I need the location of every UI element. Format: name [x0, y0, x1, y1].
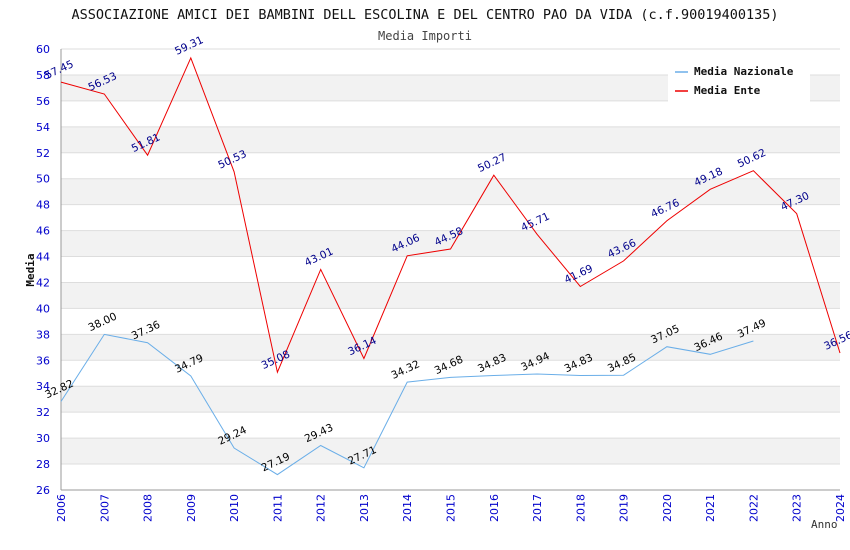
y-tick-label: 54 — [36, 121, 50, 134]
y-tick-label: 52 — [36, 147, 50, 160]
grid-lines — [61, 48, 840, 491]
y-tick-label: 38 — [36, 328, 50, 341]
series-line-media-ente — [60, 56, 841, 374]
y-tick-label: 26 — [36, 484, 50, 497]
x-tick-label: 2015 — [445, 494, 458, 522]
y-tick-labels: 26 28 30 32 34 36 38 40 42 44 46 48 50 52 54 56 58 60 — [36, 43, 50, 497]
x-tick-label: 2019 — [618, 494, 631, 522]
x-tick-label: 2008 — [142, 494, 155, 522]
x-tick-label: 2007 — [98, 494, 111, 522]
grid-band — [61, 126, 840, 153]
x-tick-label: 2012 — [315, 494, 328, 522]
y-tick-label: 60 — [36, 43, 50, 56]
x-tick-label: 2020 — [661, 494, 674, 522]
series-line-media-nazionale — [60, 333, 754, 476]
grid-band — [61, 438, 840, 465]
y-axis-label: Media — [24, 253, 37, 286]
grid-band — [61, 178, 840, 205]
y-tick-label: 56 — [36, 95, 50, 108]
grid-band — [61, 230, 840, 257]
x-axis-label: Anno — [811, 518, 838, 531]
y-tick-label: 44 — [36, 251, 50, 264]
data-label: 50.27 — [476, 151, 508, 175]
x-tick-label: 2023 — [791, 494, 804, 522]
y-tick-label: 50 — [36, 173, 50, 186]
x-tick-label: 2010 — [228, 494, 241, 522]
y-tick-label: 32 — [36, 406, 50, 419]
data-label: 59.31 — [173, 34, 205, 58]
y-tick-label: 40 — [36, 302, 50, 315]
legend-label-media-ente: Media Ente — [694, 84, 761, 97]
y-tick-label: 48 — [36, 199, 50, 212]
data-label: 34.32 — [389, 358, 421, 382]
grid-bands — [61, 74, 840, 465]
x-tick-label: 2022 — [747, 494, 760, 522]
chart-subtitle: Media Importi — [378, 29, 472, 43]
y-tick-label: 58 — [36, 69, 50, 82]
chart-title: ASSOCIAZIONE AMICI DEI BAMBINI DELL ESCO… — [71, 7, 778, 23]
y-tick-label: 46 — [36, 225, 50, 238]
x-tick-label: 2021 — [704, 494, 717, 522]
x-tick-label: 2017 — [531, 494, 544, 522]
x-tick-label: 2014 — [401, 494, 414, 522]
grid-band — [61, 282, 840, 309]
legend-label-media-nazionale: Media Nazionale — [694, 65, 794, 78]
y-tick-label: 28 — [36, 458, 50, 471]
x-tick-label: 2024 — [834, 494, 847, 522]
x-tick-label: 2009 — [185, 494, 198, 522]
y-tick-label: 34 — [36, 380, 50, 393]
series-lines — [60, 56, 841, 476]
grid-band — [61, 334, 840, 361]
grid-band — [61, 386, 840, 413]
legend-box — [668, 60, 810, 102]
y-tick-label: 36 — [36, 354, 50, 367]
x-tick-label: 2011 — [271, 494, 284, 522]
data-label: 38.00 — [86, 310, 118, 334]
legend: Media Nazionale Media Ente — [668, 60, 810, 102]
y-tick-label: 30 — [36, 432, 50, 445]
x-tick-labels: 2006 2007 2008 2009 2010 2011 2012 2013 2014 2015… — [55, 494, 847, 522]
x-tick-label: 2018 — [574, 494, 587, 522]
x-tick-label: 2016 — [488, 494, 501, 522]
y-tick-label: 42 — [36, 276, 50, 289]
x-tick-label: 2006 — [55, 494, 68, 522]
x-tick-label: 2013 — [358, 494, 371, 522]
